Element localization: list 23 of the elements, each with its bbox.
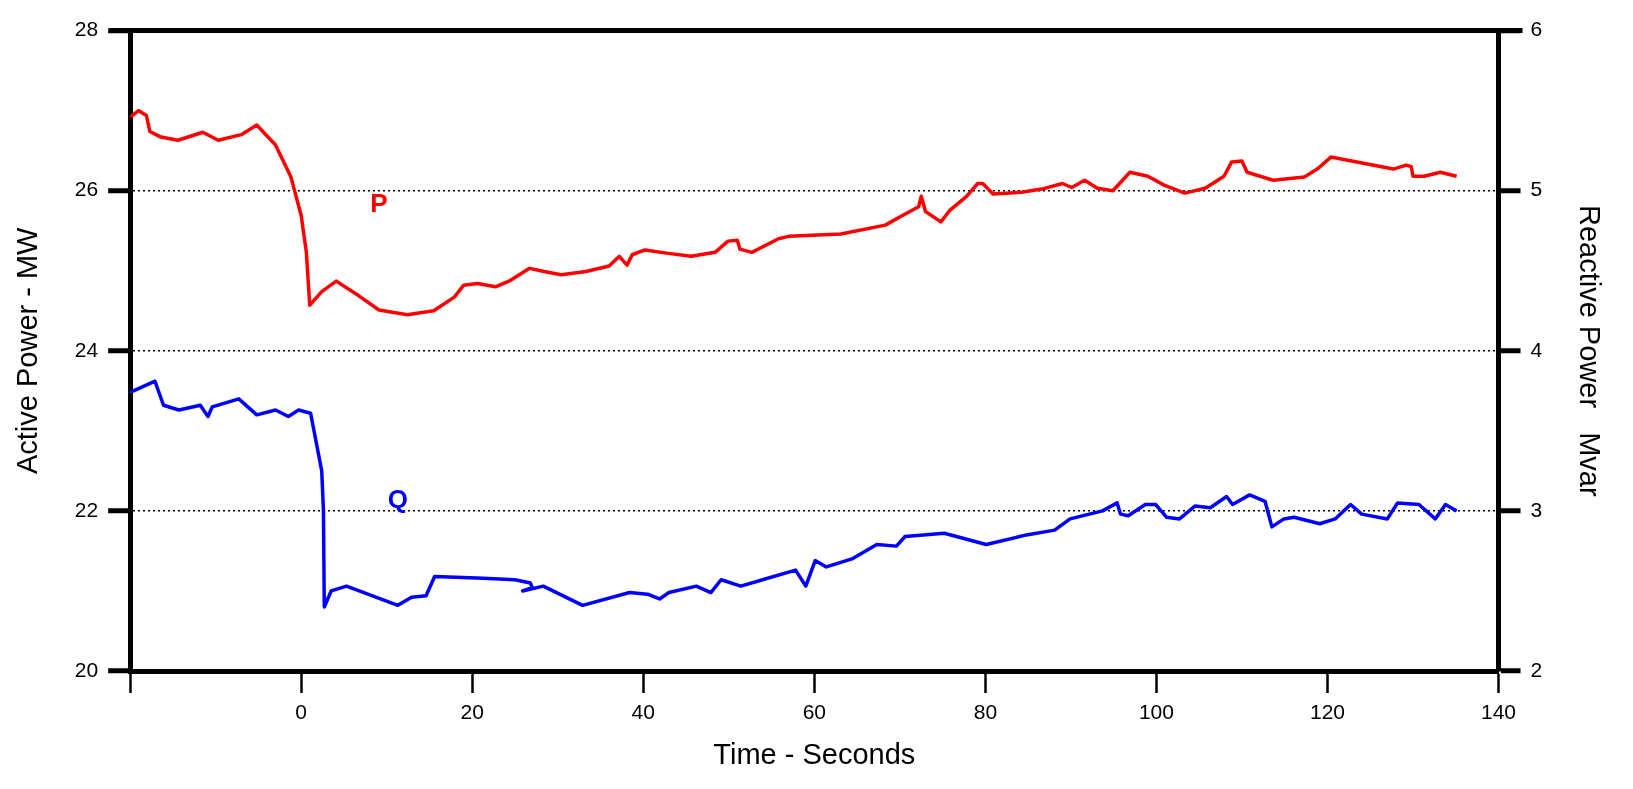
x-tick-label: 0: [295, 700, 308, 724]
x-tick-label: 120: [1309, 700, 1345, 724]
y-axis-title: Active Power - MW: [11, 226, 44, 475]
x-tick-label: 80: [973, 700, 998, 724]
x-axis-title: Time - Seconds: [713, 737, 916, 770]
text: Q: [387, 483, 408, 514]
y2-tick-label: 5: [1530, 177, 1543, 201]
y-tick-label: 22: [74, 497, 99, 521]
text: P: [370, 188, 388, 219]
y2-tick-label: 2: [1530, 657, 1543, 681]
y-tick-label: 28: [74, 17, 99, 41]
y-tick-label: 20: [74, 657, 99, 681]
y-tick-label: 24: [74, 337, 99, 361]
y2-tick-label: 4: [1530, 337, 1543, 361]
x-tick-label: 40: [631, 700, 655, 724]
y2-tick-label: 6: [1530, 17, 1543, 41]
y-tick-label: 26: [74, 177, 99, 201]
x-tick-label: 60: [802, 700, 827, 724]
x-tick-label: 100: [1138, 700, 1174, 724]
y2-tick-label: 3: [1530, 497, 1543, 521]
x-tick-label: 140: [1481, 700, 1517, 724]
y2-axis-title: Reactive Power Mvar: [1573, 204, 1606, 497]
x-tick-label: 20: [460, 700, 484, 724]
